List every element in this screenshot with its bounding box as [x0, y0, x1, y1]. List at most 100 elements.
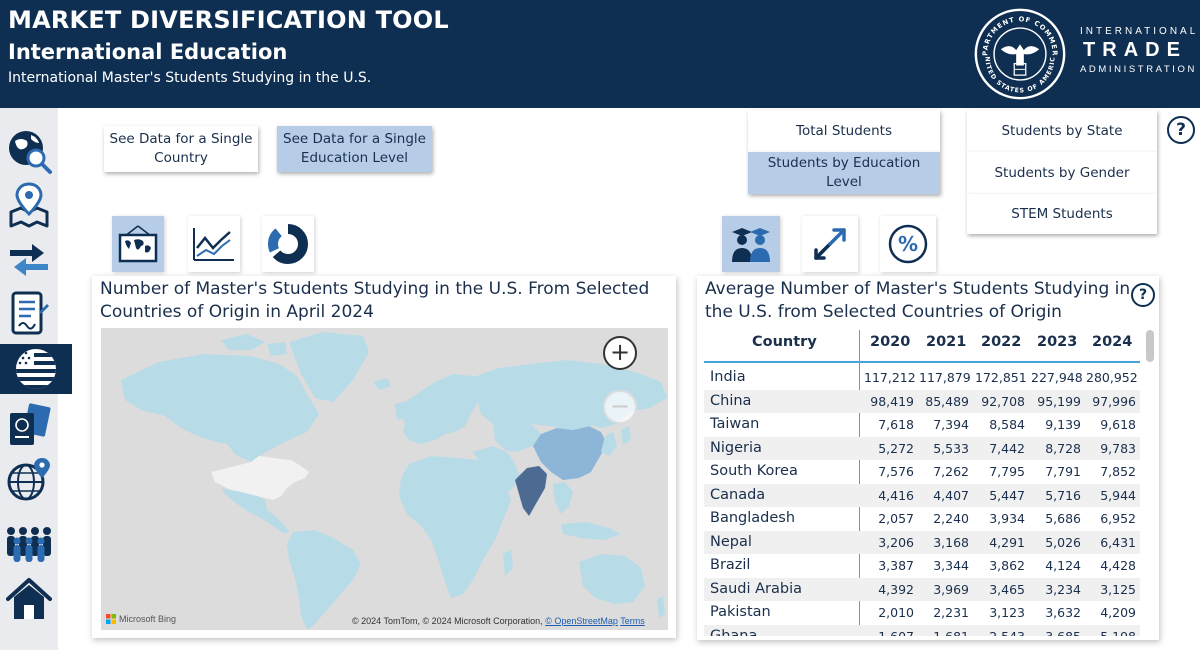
- table-scrollbar[interactable]: [1146, 330, 1154, 362]
- attribution-prefix: © 2024 TomTom, © 2024 Microsoft Corporat…: [352, 616, 543, 626]
- openstreetmap-link[interactable]: © OpenStreetMap: [545, 616, 618, 626]
- map-view-icon[interactable]: [112, 216, 164, 272]
- percent-symbol: %: [898, 232, 918, 256]
- header-bar: MARKET DIVERSIFICATION TOOL Internationa…: [0, 0, 1200, 108]
- table-body: India 117,212 117,879 172,851 227,948 280,952…: [704, 366, 1140, 636]
- value-cell-2024: 3,125: [1100, 581, 1136, 597]
- nav-globe-search-icon[interactable]: [2, 126, 56, 176]
- table-row[interactable]: Brazil 3,387 3,344 3,862 4,124 4,428: [704, 554, 1140, 578]
- zoom-out-button[interactable]: −: [603, 390, 637, 424]
- table-row[interactable]: China 98,419 85,489 92,708 95,199 97,996: [704, 389, 1140, 413]
- ita-logo-line1: INTERNATIONAL: [1080, 26, 1199, 37]
- table-row[interactable]: Saudi Arabia 4,392 3,969 3,465 3,234 3,125: [704, 577, 1140, 601]
- map-china: [533, 426, 607, 480]
- table-row[interactable]: South Korea 7,576 7,262 7,795 7,791 7,852: [704, 460, 1140, 484]
- donut-view-icon[interactable]: [262, 216, 314, 272]
- table-row[interactable]: Bangladesh 2,057 2,240 3,934 5,686 6,952: [704, 507, 1140, 531]
- value-cell-2022: 172,851: [975, 370, 1027, 385]
- nav-globe-pin-icon[interactable]: [2, 454, 56, 504]
- table-help-icon[interactable]: ?: [1131, 283, 1155, 307]
- country-cell: Bangladesh: [710, 510, 796, 526]
- map-usa: [211, 456, 309, 500]
- table-row[interactable]: Nepal 3,206 3,168 4,291 5,026 6,431: [704, 530, 1140, 554]
- terms-link[interactable]: Terms: [620, 616, 645, 626]
- col-header-2024[interactable]: 2024: [1092, 334, 1133, 350]
- world-map-canvas[interactable]: [101, 328, 668, 630]
- table-row[interactable]: India 117,212 117,879 172,851 227,948 280,952: [704, 366, 1140, 390]
- value-cell-2024: 6,952: [1100, 511, 1136, 526]
- value-cell-2020: 4,416: [878, 487, 914, 503]
- students-by-gender-button[interactable]: Students by Gender: [967, 152, 1157, 194]
- world-map[interactable]: [101, 328, 668, 630]
- map-new-zealand: [657, 596, 665, 618]
- app-subtitle: International Education: [8, 40, 288, 64]
- map-mongolia: [547, 418, 591, 430]
- value-cell-2021: 2,231: [933, 605, 969, 620]
- value-cell-2022: 4,291: [989, 534, 1025, 550]
- value-cell-2024: 9,783: [1100, 440, 1136, 456]
- map-panel-title: Number of Master's Students Studying in …: [100, 279, 650, 322]
- map-europe: [399, 374, 485, 444]
- col-header-country[interactable]: Country: [752, 334, 817, 350]
- value-cell-2021: 7,394: [933, 417, 969, 432]
- nav-report-icon[interactable]: [2, 288, 56, 338]
- country-cell: South Korea: [710, 463, 798, 479]
- zoom-in-button[interactable]: +: [603, 336, 637, 370]
- map-russia: [471, 360, 667, 428]
- value-cell-2022: 8,584: [989, 417, 1025, 432]
- map-japan: [601, 426, 631, 456]
- stem-students-button[interactable]: STEM Students: [967, 194, 1157, 234]
- ita-logo-line2: TRADE: [1083, 39, 1187, 61]
- nav-arrows-exchange-icon[interactable]: [2, 234, 56, 284]
- value-cell-2024: 7,852: [1100, 464, 1136, 479]
- table-row[interactable]: Pakistan 2,010 2,231 3,123 3,632 4,209: [704, 601, 1140, 625]
- value-cell-2021: 7,262: [933, 464, 969, 479]
- nav-passport-icon[interactable]: [2, 400, 56, 450]
- map-se-asia: [553, 482, 573, 514]
- trend-view-icon[interactable]: [188, 216, 240, 272]
- nav-home-icon[interactable]: [2, 574, 56, 624]
- single-level-button[interactable]: See Data for a Single Education Level: [277, 126, 432, 172]
- table-row[interactable]: Taiwan 7,618 7,394 8,584 9,139 9,618: [704, 413, 1140, 437]
- students-view-icon[interactable]: [722, 216, 780, 272]
- value-cell-2020: 3,206: [878, 534, 914, 550]
- value-cell-2022: 92,708: [981, 393, 1025, 409]
- value-cell-2024: 4,209: [1100, 605, 1136, 620]
- help-icon[interactable]: ?: [1167, 116, 1195, 144]
- value-cell-2020: 7,576: [878, 464, 914, 479]
- microsoft-logo-icon: [106, 614, 116, 624]
- value-cell-2020: 4,392: [878, 581, 914, 597]
- nav-us-flag-icon[interactable]: [0, 344, 72, 394]
- col-header-2023[interactable]: 2023: [1037, 334, 1078, 350]
- growth-arrows-icon[interactable]: [802, 216, 858, 272]
- nav-people-group-icon[interactable]: [2, 518, 56, 568]
- single-country-button[interactable]: See Data for a Single Country: [104, 126, 258, 172]
- nav-map-pin-icon[interactable]: [2, 180, 56, 230]
- value-cell-2023: 95,199: [1037, 393, 1081, 409]
- table-row[interactable]: Canada 4,416 4,407 5,447 5,716 5,944: [704, 483, 1140, 507]
- country-cell: Ghana: [710, 627, 758, 637]
- value-cell-2020: 3,387: [878, 558, 914, 573]
- col-header-2020[interactable]: 2020: [870, 334, 911, 350]
- value-cell-2021: 3,969: [933, 581, 969, 597]
- total-students-button[interactable]: Total Students: [748, 110, 940, 152]
- value-cell-2021: 85,489: [925, 393, 969, 409]
- country-cell: Canada: [710, 486, 766, 503]
- table-row[interactable]: Ghana 1,607 1,681 2,543 3,685 5,198: [704, 624, 1140, 637]
- left-nav: [0, 108, 72, 650]
- app-title: MARKET DIVERSIFICATION TOOL: [8, 6, 449, 34]
- col-header-2021[interactable]: 2021: [926, 334, 967, 350]
- table-row[interactable]: Nigeria 5,272 5,533 7,442 8,728 9,783: [704, 436, 1140, 460]
- percent-view-icon[interactable]: %: [880, 216, 936, 272]
- col-header-2022[interactable]: 2022: [981, 334, 1022, 350]
- map-middle-east: [473, 446, 521, 494]
- students-by-level-button[interactable]: Students by Education Level: [748, 152, 940, 194]
- value-cell-2021: 1,681: [933, 628, 969, 637]
- value-cell-2022: 3,862: [989, 558, 1025, 573]
- value-cell-2023: 3,234: [1045, 581, 1081, 597]
- map-africa: [399, 456, 511, 598]
- value-cell-2024: 9,618: [1100, 417, 1136, 432]
- students-by-state-button[interactable]: Students by State: [967, 110, 1157, 152]
- country-cell: Pakistan: [710, 604, 771, 620]
- value-cell-2022: 7,795: [989, 464, 1025, 479]
